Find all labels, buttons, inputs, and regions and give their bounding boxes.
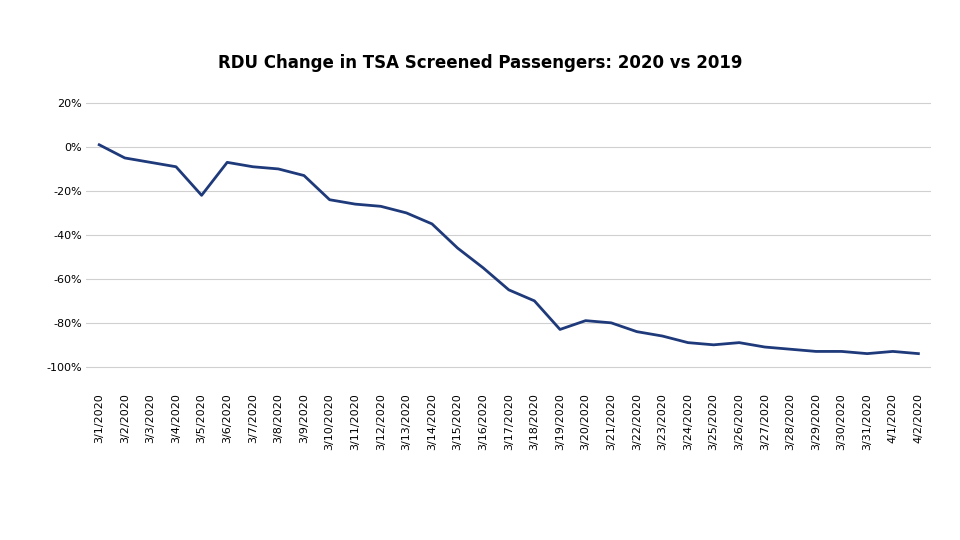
Text: RDU Change in TSA Screened Passengers: 2020 vs 2019: RDU Change in TSA Screened Passengers: 2… xyxy=(218,54,742,72)
